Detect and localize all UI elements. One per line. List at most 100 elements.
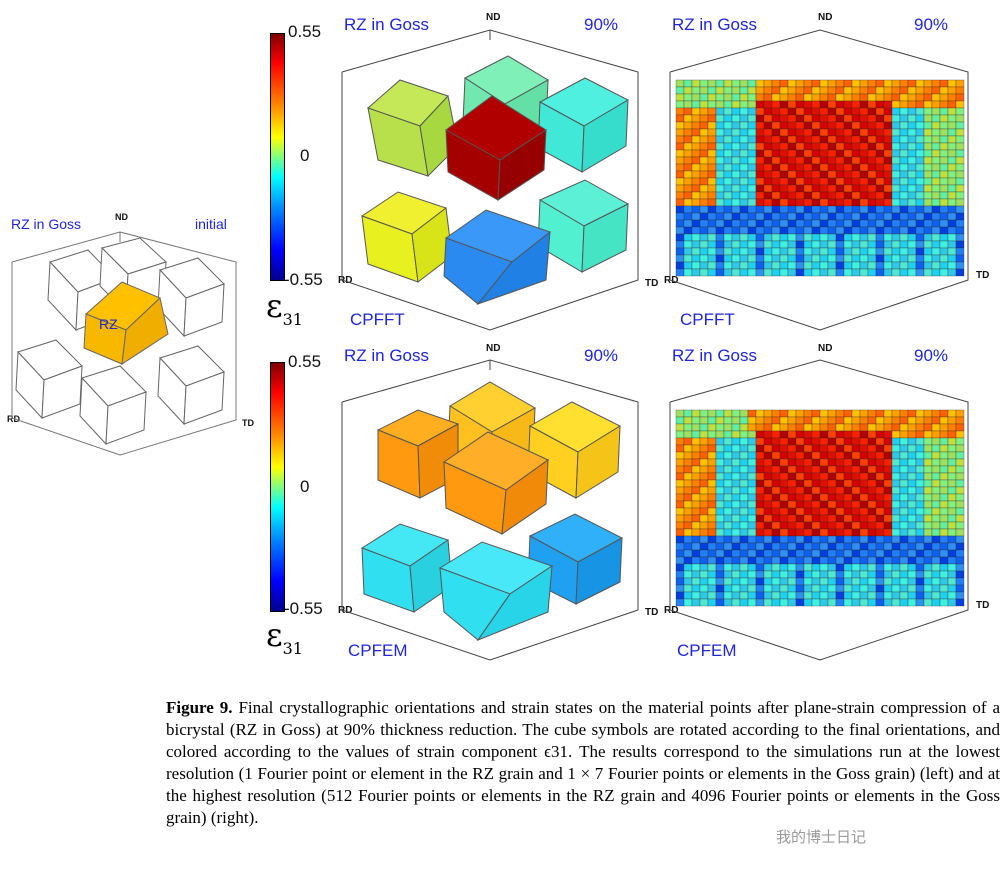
voxel bbox=[675, 416, 685, 425]
voxel bbox=[787, 577, 797, 586]
voxel bbox=[803, 486, 813, 495]
voxel bbox=[771, 535, 781, 544]
voxel bbox=[867, 416, 877, 425]
voxel bbox=[955, 479, 965, 488]
voxel bbox=[883, 465, 893, 474]
voxel bbox=[699, 598, 709, 607]
voxel bbox=[707, 591, 717, 600]
voxel bbox=[771, 465, 781, 474]
voxel bbox=[683, 556, 693, 565]
voxel bbox=[683, 542, 693, 551]
voxel bbox=[675, 598, 685, 607]
voxel bbox=[939, 542, 949, 551]
voxel bbox=[771, 598, 781, 607]
voxel bbox=[819, 458, 829, 467]
voxel bbox=[907, 479, 917, 488]
voxel bbox=[875, 556, 885, 565]
voxel bbox=[787, 514, 797, 523]
voxel bbox=[819, 591, 829, 600]
voxel bbox=[867, 493, 877, 502]
voxel bbox=[707, 444, 717, 453]
voxel bbox=[723, 472, 733, 481]
voxel bbox=[875, 472, 885, 481]
voxel bbox=[907, 465, 917, 474]
voxel bbox=[875, 563, 885, 572]
voxel bbox=[851, 563, 861, 572]
voxel bbox=[931, 493, 941, 502]
voxel bbox=[859, 542, 869, 551]
voxel bbox=[851, 486, 861, 495]
voxel bbox=[907, 451, 917, 460]
voxel bbox=[851, 584, 861, 593]
voxel bbox=[843, 535, 853, 544]
voxel bbox=[923, 549, 933, 558]
voxel bbox=[811, 416, 821, 425]
voxel bbox=[723, 514, 733, 523]
voxel bbox=[779, 591, 789, 600]
voxel bbox=[811, 493, 821, 502]
voxel bbox=[819, 507, 829, 516]
voxel bbox=[683, 549, 693, 558]
voxel bbox=[731, 430, 741, 439]
voxel bbox=[867, 577, 877, 586]
voxel bbox=[723, 430, 733, 439]
voxel bbox=[851, 507, 861, 516]
voxel bbox=[947, 528, 957, 537]
voxel bbox=[875, 423, 885, 432]
voxel bbox=[851, 556, 861, 565]
voxel bbox=[851, 598, 861, 607]
colorbar-bottom-min: -0.55 bbox=[284, 599, 323, 618]
voxel bbox=[771, 430, 781, 439]
voxel bbox=[899, 563, 909, 572]
voxel bbox=[859, 584, 869, 593]
voxel bbox=[779, 535, 789, 544]
voxel bbox=[675, 507, 685, 516]
voxel bbox=[763, 521, 773, 530]
voxel bbox=[811, 535, 821, 544]
voxel bbox=[923, 591, 933, 600]
voxel bbox=[675, 549, 685, 558]
voxel bbox=[787, 444, 797, 453]
voxel bbox=[819, 542, 829, 551]
voxel bbox=[779, 598, 789, 607]
voxel bbox=[755, 549, 765, 558]
voxel bbox=[699, 486, 709, 495]
voxel bbox=[755, 570, 765, 579]
voxel bbox=[779, 465, 789, 474]
voxel bbox=[803, 549, 813, 558]
voxel bbox=[731, 437, 741, 446]
voxel bbox=[931, 549, 941, 558]
voxel bbox=[907, 577, 917, 586]
voxel bbox=[787, 493, 797, 502]
voxel bbox=[875, 500, 885, 509]
voxel bbox=[819, 409, 829, 418]
voxel bbox=[715, 430, 725, 439]
voxel bbox=[707, 409, 717, 418]
voxel bbox=[955, 556, 965, 565]
voxel bbox=[923, 521, 933, 530]
voxel bbox=[867, 528, 877, 537]
voxel bbox=[803, 598, 813, 607]
voxel bbox=[715, 493, 725, 502]
voxel bbox=[891, 591, 901, 600]
voxel bbox=[923, 472, 933, 481]
voxel bbox=[827, 465, 837, 474]
voxel bbox=[747, 493, 757, 502]
voxel bbox=[915, 507, 925, 516]
voxel bbox=[835, 549, 845, 558]
voxel bbox=[915, 486, 925, 495]
voxel bbox=[835, 479, 845, 488]
voxel bbox=[891, 451, 901, 460]
voxel bbox=[819, 514, 829, 523]
voxel bbox=[675, 472, 685, 481]
voxel bbox=[827, 514, 837, 523]
voxel bbox=[835, 444, 845, 453]
initial-state-label: initial bbox=[195, 216, 227, 232]
voxel bbox=[739, 493, 749, 502]
voxel bbox=[939, 409, 949, 418]
voxel bbox=[883, 570, 893, 579]
voxel bbox=[827, 437, 837, 446]
voxel bbox=[915, 556, 925, 565]
voxel bbox=[739, 535, 749, 544]
voxel bbox=[819, 451, 829, 460]
